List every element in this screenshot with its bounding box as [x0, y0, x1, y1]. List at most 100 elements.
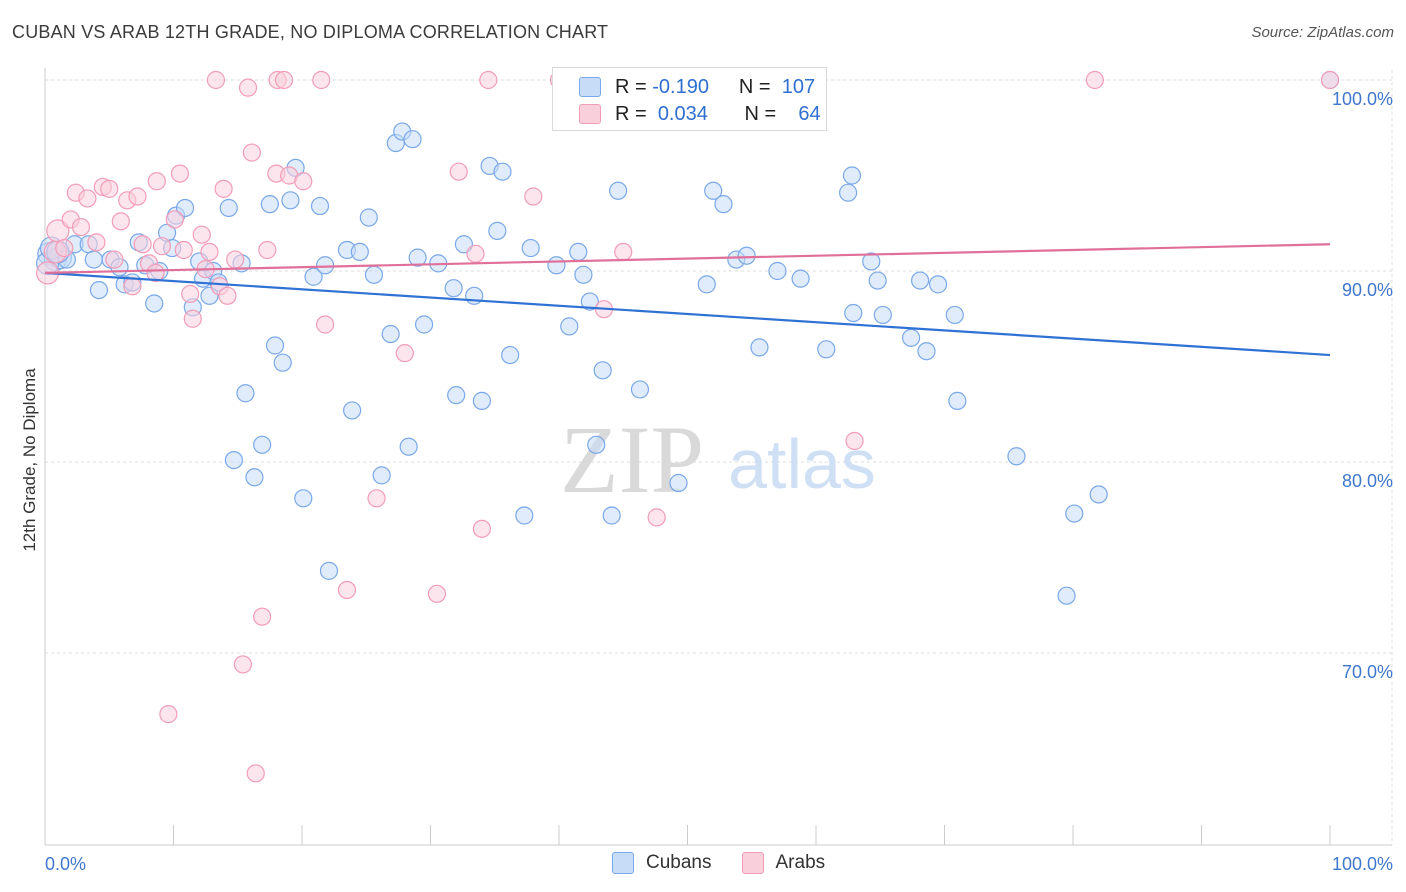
cuban-point: [910, 271, 930, 290]
legend-r-label: R =: [615, 102, 647, 125]
cuban-point: [265, 336, 285, 355]
arab-point: [1320, 70, 1340, 90]
cuban-point: [945, 305, 964, 325]
cuban-point: [669, 473, 688, 493]
cuban-point: [574, 265, 593, 284]
cuban-point: [842, 166, 862, 185]
cuban-point: [294, 489, 313, 508]
legend-r-value: -0.190: [652, 75, 709, 98]
chart-title: CUBAN VS ARAB 12TH GRADE, NO DIPLOMA COR…: [12, 22, 609, 42]
cuban-point: [569, 242, 588, 261]
legend-swatch-arabs: [579, 104, 601, 124]
arab-point: [614, 242, 633, 261]
arab-point: [524, 187, 543, 206]
arab-point: [100, 179, 119, 198]
cuban-point: [697, 275, 716, 294]
legend-n-value: 64: [798, 102, 821, 125]
cuban-point: [316, 256, 335, 275]
cuban-point: [472, 391, 491, 410]
y-tick-label: 70.0%: [1342, 662, 1393, 682]
legend-n-label: N =: [738, 75, 771, 98]
arab-point: [647, 508, 666, 527]
arab-point: [174, 240, 193, 260]
arab-point: [238, 78, 258, 97]
legend-r-value: 0.034: [657, 102, 708, 125]
arab-point: [1085, 70, 1104, 90]
cuban-point: [224, 450, 243, 470]
arab-point: [233, 655, 252, 674]
cuban-point: [253, 435, 272, 454]
axes: [44, 68, 1392, 846]
cuban-point: [273, 353, 292, 372]
cuban-point: [630, 380, 650, 399]
cuban-point: [515, 506, 534, 525]
arab-point: [170, 164, 190, 183]
cuban-point: [704, 181, 723, 200]
arab-point: [316, 315, 335, 334]
cuban-point: [364, 265, 384, 284]
cuban-point: [587, 435, 606, 454]
legend-item-arabs[interactable]: Arabs: [741, 852, 825, 874]
legend-r-label: R =: [615, 75, 647, 98]
arab-point: [367, 489, 386, 508]
arab-point: [258, 240, 277, 260]
legend-n-label: N =: [744, 102, 777, 125]
arab-point: [152, 237, 172, 256]
cuban-trend-line: [44, 271, 1331, 357]
arab-point: [146, 263, 165, 283]
arab-point: [105, 250, 124, 269]
cuban-point: [260, 195, 279, 214]
arab-point: [200, 242, 219, 261]
cuban-point: [359, 208, 378, 227]
arab-point: [206, 70, 226, 90]
legend-item-cubans[interactable]: Cubans: [612, 852, 712, 874]
cuban-point: [403, 130, 422, 149]
cuban-point: [580, 292, 599, 311]
cuban-point: [175, 198, 195, 218]
arab-point: [246, 764, 265, 783]
cuban-point: [89, 281, 109, 300]
cuban-point: [928, 275, 948, 294]
cuban-point: [343, 401, 362, 420]
legend-row-arabs: R = 0.034 N = 64: [579, 102, 821, 126]
cuban-point: [609, 181, 628, 200]
trend-lines: [44, 243, 1331, 357]
arab-point: [395, 344, 414, 363]
arab-point: [472, 519, 491, 538]
cuban-point: [245, 468, 264, 487]
cuban-point: [408, 248, 427, 267]
arab-point: [294, 172, 313, 191]
correlation-legend: R = -0.190 N = 107 R = 0.034 N = 64: [552, 67, 827, 131]
arab-point: [214, 179, 233, 198]
arab-point: [427, 584, 447, 603]
arab-point: [274, 70, 294, 90]
cuban-point: [714, 195, 733, 214]
y-tick-label: 90.0%: [1342, 280, 1393, 300]
arab-point: [87, 233, 106, 252]
cuban-point: [488, 221, 507, 240]
cuban-point: [381, 324, 400, 344]
arab-point: [78, 189, 97, 208]
cuban-point: [901, 328, 921, 347]
arab-point: [226, 250, 245, 269]
cuban-point: [1057, 586, 1076, 605]
x-tick-label: 0.0%: [45, 854, 86, 874]
legend-label-cubans: Cubans: [646, 852, 712, 873]
y-axis-label: 12th Grade, No Diploma: [20, 368, 39, 552]
cuban-point: [84, 250, 103, 269]
watermark: ZIP atlas: [560, 406, 876, 513]
arab-point: [253, 607, 272, 626]
cuban-point: [414, 315, 434, 334]
arab-point: [449, 162, 468, 181]
tick-labels: 100.0% 90.0% 80.0% 70.0% 0.0% 100.0%: [45, 89, 1393, 874]
arab-point: [466, 244, 485, 263]
watermark-zip: ZIP: [560, 406, 704, 513]
cuban-point: [501, 345, 520, 365]
x-tick-label: 100.0%: [1332, 854, 1393, 874]
cuban-point: [768, 261, 787, 281]
arab-point: [845, 431, 864, 451]
arab-point: [192, 225, 211, 244]
series-legend: Cubans Arabs: [612, 852, 855, 874]
data-points: [35, 70, 1340, 783]
arab-point: [183, 309, 202, 328]
